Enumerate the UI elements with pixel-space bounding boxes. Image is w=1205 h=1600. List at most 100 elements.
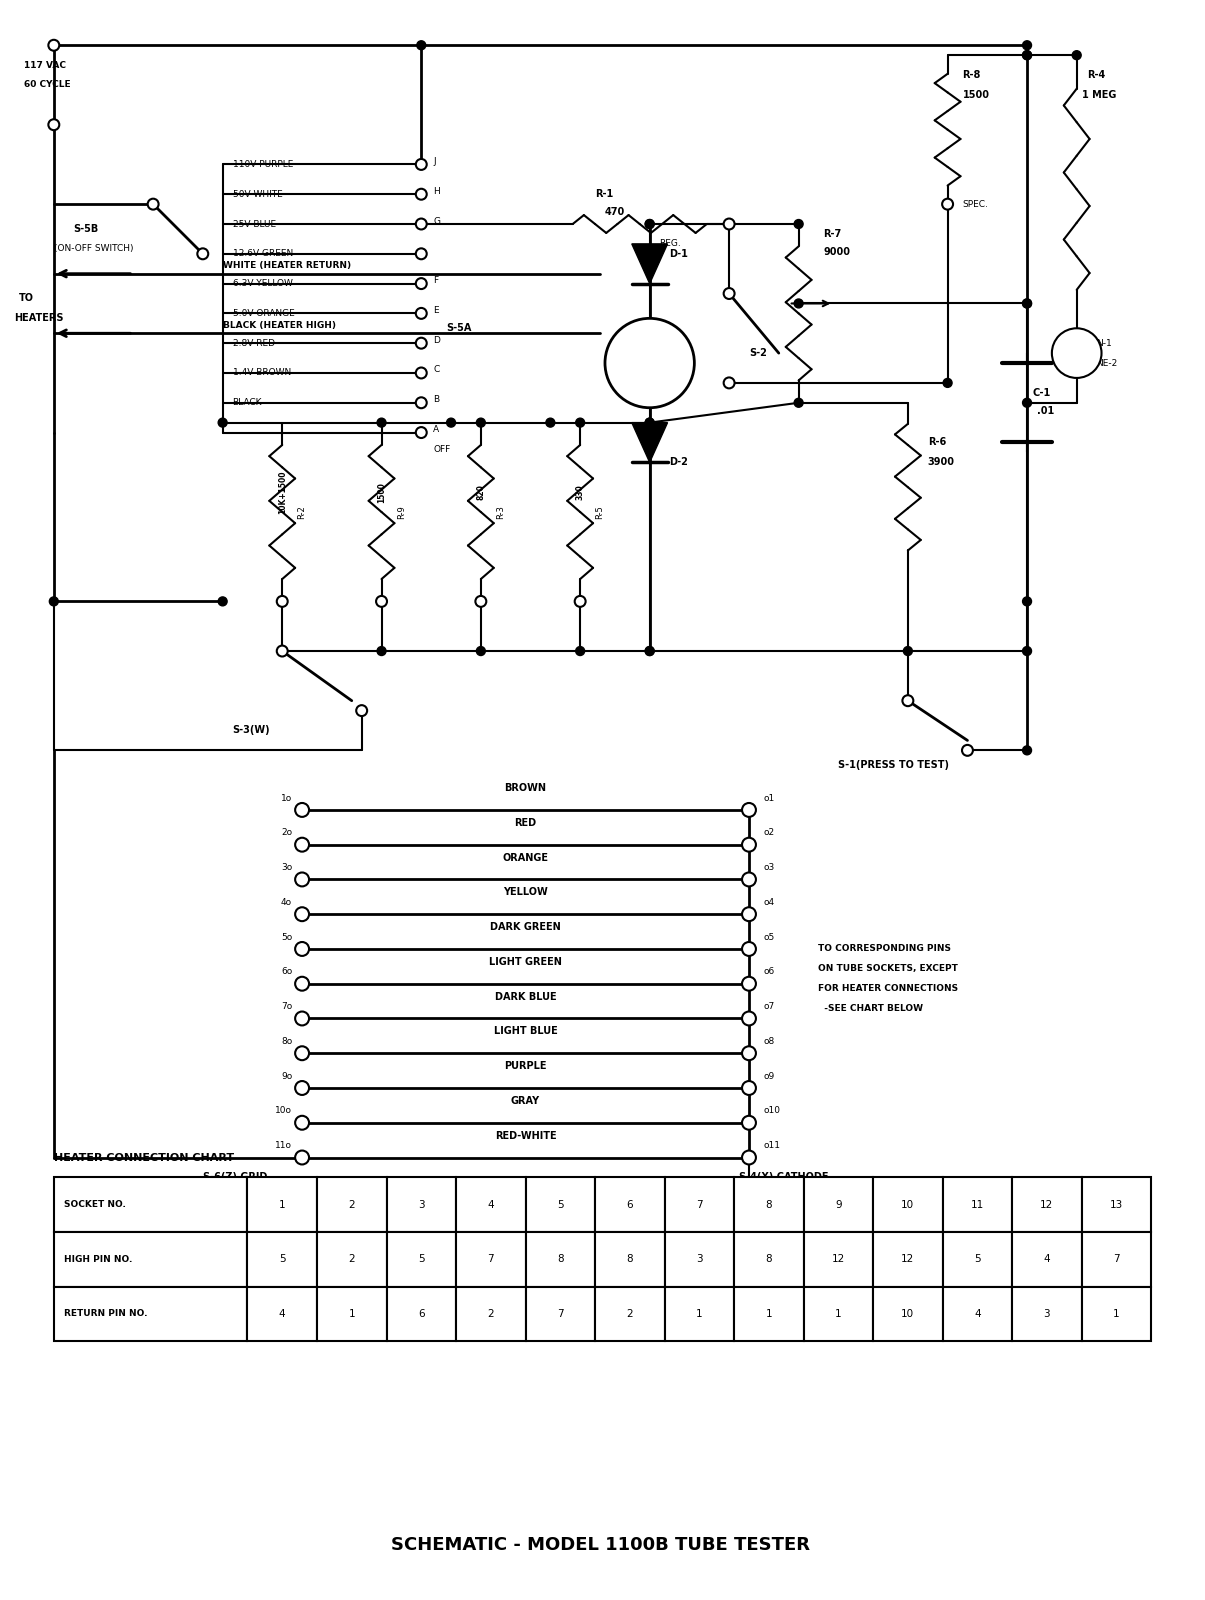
Text: SPEC.: SPEC.	[963, 200, 988, 208]
Circle shape	[742, 803, 756, 818]
Text: 3: 3	[696, 1254, 703, 1264]
Text: 6o: 6o	[281, 968, 292, 976]
Bar	[804, 1232, 874, 1286]
Circle shape	[742, 1082, 756, 1094]
Text: GRAY: GRAY	[511, 1096, 540, 1106]
Bar	[317, 1232, 387, 1286]
Circle shape	[794, 219, 803, 229]
Circle shape	[742, 1115, 756, 1130]
Text: 7: 7	[557, 1309, 564, 1318]
Bar	[734, 1232, 804, 1286]
Text: BROWN: BROWN	[505, 782, 547, 794]
Text: 5o: 5o	[281, 933, 292, 941]
Text: R-7: R-7	[823, 229, 842, 238]
Text: 1: 1	[835, 1309, 841, 1318]
Circle shape	[1023, 646, 1031, 656]
Bar	[665, 1178, 734, 1232]
Text: R-6: R-6	[928, 437, 946, 448]
Text: B: B	[433, 395, 440, 405]
Bar	[665, 1286, 734, 1341]
Circle shape	[546, 418, 554, 427]
Circle shape	[148, 198, 159, 210]
Circle shape	[416, 397, 427, 408]
Bar	[874, 1178, 942, 1232]
Text: 60 CYCLE: 60 CYCLE	[24, 80, 71, 90]
Bar	[247, 1232, 317, 1286]
Text: HIGH PIN NO.: HIGH PIN NO.	[64, 1254, 133, 1264]
Bar	[942, 1232, 1012, 1286]
Text: R-5: R-5	[595, 506, 605, 518]
Circle shape	[942, 198, 953, 210]
Circle shape	[48, 120, 59, 130]
Text: 9: 9	[835, 1200, 841, 1210]
Text: (ON-OFF SWITCH): (ON-OFF SWITCH)	[54, 245, 134, 253]
Bar	[874, 1232, 942, 1286]
Text: 100Ω: 100Ω	[639, 400, 660, 410]
Circle shape	[416, 248, 427, 259]
Circle shape	[277, 595, 288, 606]
Text: 1: 1	[1113, 1309, 1119, 1318]
Text: 1500: 1500	[963, 90, 989, 99]
Text: S-1(PRESS TO TEST): S-1(PRESS TO TEST)	[839, 760, 950, 770]
Text: o6: o6	[764, 968, 775, 976]
Bar	[455, 1178, 525, 1232]
Text: 7: 7	[696, 1200, 703, 1210]
Circle shape	[49, 597, 58, 606]
Circle shape	[1023, 597, 1031, 606]
Text: S-2: S-2	[750, 349, 766, 358]
Text: R-4: R-4	[1087, 70, 1105, 80]
Text: o7: o7	[764, 1002, 775, 1011]
Text: RED: RED	[515, 818, 536, 827]
Text: C: C	[433, 365, 440, 374]
Bar	[1082, 1232, 1151, 1286]
Text: 10o: 10o	[275, 1106, 292, 1115]
Text: DARK BLUE: DARK BLUE	[495, 992, 557, 1002]
Text: R-1: R-1	[595, 189, 613, 200]
Bar	[247, 1178, 317, 1232]
Text: 8o: 8o	[281, 1037, 292, 1046]
Circle shape	[904, 646, 912, 656]
Text: RETURN PIN NO.: RETURN PIN NO.	[64, 1309, 147, 1318]
Circle shape	[416, 368, 427, 379]
Text: 1500: 1500	[377, 482, 386, 502]
Text: LIGHT GREEN: LIGHT GREEN	[489, 957, 562, 966]
Circle shape	[476, 595, 487, 606]
Bar	[455, 1232, 525, 1286]
Circle shape	[48, 40, 59, 51]
Text: 1: 1	[278, 1200, 286, 1210]
Text: H: H	[433, 187, 440, 195]
Bar	[317, 1286, 387, 1341]
Circle shape	[962, 746, 972, 755]
Circle shape	[645, 646, 654, 656]
Bar	[804, 1178, 874, 1232]
Text: +: +	[615, 357, 625, 370]
Text: 330: 330	[576, 485, 584, 501]
Bar	[387, 1178, 455, 1232]
Text: BLACK (HEATER HIGH): BLACK (HEATER HIGH)	[223, 322, 336, 330]
Bar	[54, 1232, 247, 1286]
Text: ON TUBE SOCKETS, EXCEPT: ON TUBE SOCKETS, EXCEPT	[818, 965, 958, 973]
Circle shape	[295, 872, 308, 886]
Text: SOCKET NO.: SOCKET NO.	[64, 1200, 125, 1210]
Circle shape	[742, 838, 756, 851]
Text: 12: 12	[901, 1254, 915, 1264]
Circle shape	[417, 219, 425, 229]
Bar	[525, 1286, 595, 1341]
Circle shape	[218, 597, 227, 606]
Text: 8: 8	[765, 1200, 772, 1210]
Text: 1 MA: 1 MA	[639, 384, 660, 392]
Circle shape	[645, 418, 654, 427]
Text: TO: TO	[19, 293, 34, 304]
Text: E: E	[433, 306, 439, 315]
Circle shape	[416, 278, 427, 290]
Circle shape	[295, 838, 308, 851]
Bar	[942, 1286, 1012, 1341]
Text: 5: 5	[418, 1254, 424, 1264]
Polygon shape	[631, 422, 668, 462]
Text: CAP: CAP	[799, 1227, 821, 1237]
Text: 25V BLUE: 25V BLUE	[233, 219, 276, 229]
Text: R-2: R-2	[298, 506, 306, 518]
Text: BLACK: BLACK	[233, 398, 261, 408]
Text: 3o: 3o	[281, 862, 292, 872]
Text: o4: o4	[764, 898, 775, 907]
